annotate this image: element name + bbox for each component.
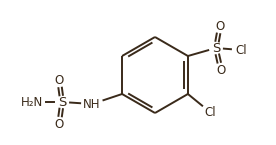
Text: O: O <box>216 64 225 77</box>
Text: NH: NH <box>83 97 101 110</box>
Text: Cl: Cl <box>235 44 247 57</box>
Text: S: S <box>58 96 66 108</box>
Text: Cl: Cl <box>204 106 216 118</box>
Text: S: S <box>212 41 220 55</box>
Text: O: O <box>215 19 225 32</box>
Text: O: O <box>54 74 64 87</box>
Text: H₂N: H₂N <box>21 96 43 108</box>
Text: O: O <box>54 117 64 130</box>
